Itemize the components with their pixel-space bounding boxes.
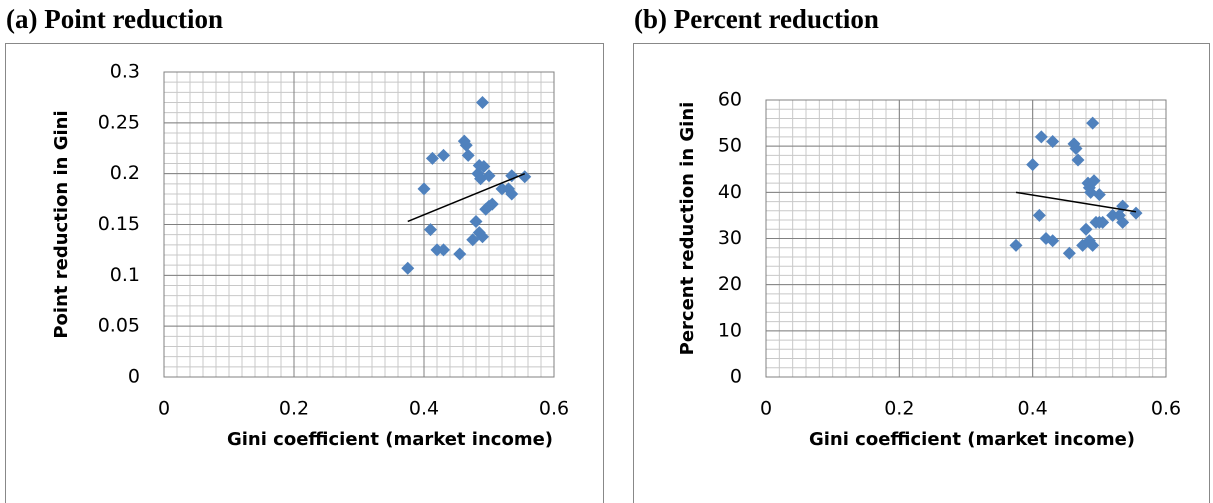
x-tick-label: 0.6 — [1151, 398, 1181, 420]
scatter-point — [505, 187, 519, 201]
scatter-point — [1071, 153, 1085, 167]
scatter-point — [437, 243, 450, 257]
scatter-point — [459, 138, 473, 152]
scatter-point — [461, 148, 475, 162]
y-tick-label: 60 — [718, 89, 742, 111]
y-tick-label: 10 — [718, 319, 742, 341]
y-tick-label: 0 — [128, 366, 140, 388]
x-tick-label: 0 — [158, 398, 170, 420]
y-tick-label: 0.1 — [110, 264, 140, 286]
y-tick-label: 40 — [718, 181, 742, 203]
scatter-point — [1009, 238, 1023, 252]
x-tick-label: 0.2 — [884, 398, 914, 420]
scatter-point — [469, 214, 483, 228]
y-axis-label: Percent reduction in Gini — [677, 102, 698, 356]
scatter-point — [1106, 208, 1120, 222]
scatter-point — [485, 197, 499, 211]
scatter-point — [1086, 238, 1100, 252]
y-tick-label: 0.15 — [98, 213, 140, 235]
scatter-point — [1046, 135, 1060, 149]
scatter-point — [1046, 234, 1060, 248]
plot-frame — [765, 99, 1167, 378]
scatter-point — [1069, 141, 1083, 155]
scatter-point — [1079, 222, 1093, 236]
scatter-point — [1116, 215, 1130, 229]
x-tick-label: 0.6 — [539, 398, 569, 420]
scatter-point — [518, 170, 532, 184]
scatter-point — [453, 247, 467, 261]
y-tick-label: 0.3 — [110, 61, 140, 83]
scatter-point — [505, 169, 519, 183]
x-axis-label: Gini coefficient (market income) — [809, 429, 1135, 450]
scatter-point — [466, 233, 480, 247]
scatter-point — [472, 159, 486, 173]
scatter-point — [1032, 208, 1046, 222]
x-tick-label: 0 — [760, 398, 772, 420]
y-tick-label: 50 — [718, 135, 742, 157]
x-tick-label: 0.4 — [1018, 398, 1048, 420]
chart-title: (a) Point reduction — [6, 4, 223, 34]
plot-frame — [163, 71, 555, 378]
y-tick-label: 20 — [718, 273, 742, 295]
scatter-point — [1129, 206, 1143, 220]
x-tick-label: 0.2 — [279, 398, 309, 420]
scatter-point — [476, 96, 489, 109]
scatter-point — [1062, 246, 1076, 260]
chart-title: (b) Percent reduction — [634, 4, 879, 34]
y-tick-label: 0.05 — [98, 315, 140, 337]
scatter-point — [424, 223, 437, 237]
scatter-point — [437, 148, 450, 162]
trendline — [1015, 191, 1137, 213]
y-tick-label: 30 — [718, 227, 742, 249]
panel-frame — [5, 43, 604, 503]
scatter-point — [401, 261, 415, 275]
y-tick-label: 0.25 — [98, 111, 140, 133]
scatter-point — [1034, 130, 1048, 144]
scatter-point — [1086, 116, 1100, 130]
y-tick-label: 0.2 — [110, 162, 140, 184]
scatter-point — [417, 182, 431, 196]
scatter-point — [1026, 158, 1040, 172]
y-axis-label: Point reduction in Gini — [51, 110, 72, 338]
y-tick-label: 0 — [730, 366, 742, 388]
scatter-point — [1092, 188, 1106, 202]
panel-frame — [633, 43, 1210, 503]
scatter-point — [1082, 181, 1096, 195]
scatter-point — [482, 169, 496, 183]
scatter-point — [425, 151, 439, 165]
trendline — [407, 172, 526, 223]
x-axis-label: Gini coefficient (market income) — [227, 429, 553, 450]
scatter-point — [476, 230, 489, 244]
scatter-point — [1096, 215, 1110, 229]
x-tick-label: 0.4 — [409, 398, 439, 420]
